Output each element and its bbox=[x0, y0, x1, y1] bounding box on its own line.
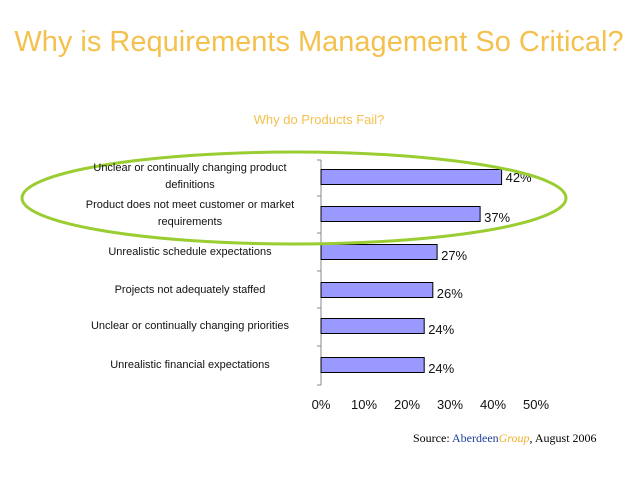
source-prefix: Source: bbox=[413, 431, 452, 445]
data-label: 27% bbox=[441, 248, 467, 263]
data-label: 37% bbox=[484, 210, 510, 225]
category-label: Product does not meet customer or market… bbox=[85, 199, 295, 228]
source-citation: Source: AberdeenGroup, August 2006 bbox=[413, 431, 597, 446]
x-tick-label: 30% bbox=[437, 397, 463, 412]
x-tick-label: 20% bbox=[394, 397, 420, 412]
source-brand-accent: Group bbox=[498, 431, 530, 445]
bar bbox=[320, 357, 425, 373]
category-label: Unclear or continually changing prioriti… bbox=[90, 319, 290, 332]
bar bbox=[320, 318, 425, 334]
highlight-ellipse bbox=[20, 150, 568, 246]
x-tick-label: 10% bbox=[351, 397, 377, 412]
source-suffix: , August 2006 bbox=[529, 431, 597, 445]
source-brand-main: Aberdeen bbox=[452, 431, 499, 445]
category-label: Projects not adequately staffed bbox=[114, 283, 266, 296]
page-title: Why is Requirements Management So Critic… bbox=[14, 26, 624, 58]
data-label: 24% bbox=[428, 322, 454, 337]
bar bbox=[320, 282, 434, 298]
bar bbox=[320, 206, 481, 222]
category-label: Unrealistic schedule expectations bbox=[108, 245, 272, 258]
data-label: 24% bbox=[428, 361, 454, 376]
source-brand: AberdeenGroup bbox=[452, 431, 530, 445]
data-label: 26% bbox=[437, 286, 463, 301]
bar bbox=[320, 169, 503, 185]
category-label: Unrealistic financial expectations bbox=[110, 358, 270, 371]
x-tick-label: 40% bbox=[480, 397, 506, 412]
chart-subtitle: Why do Products Fail? bbox=[253, 112, 385, 127]
x-tick-label: 50% bbox=[523, 397, 549, 412]
bar bbox=[320, 244, 438, 260]
category-label: Unclear or continually changing product … bbox=[93, 162, 287, 191]
x-tick-label: 0% bbox=[312, 397, 331, 412]
